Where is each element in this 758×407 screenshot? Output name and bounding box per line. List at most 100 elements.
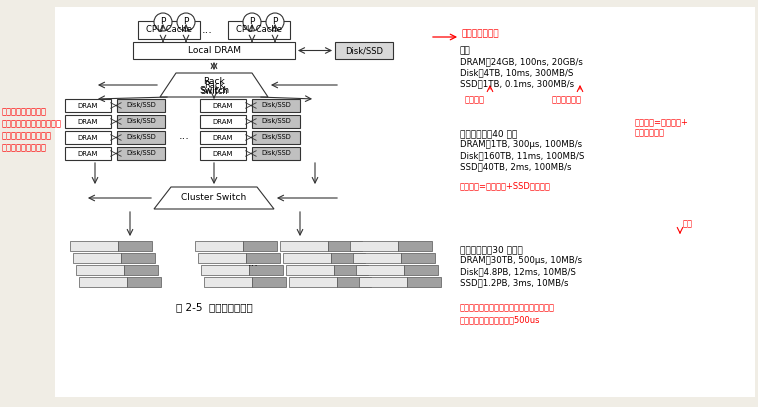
- Bar: [200, 131, 246, 144]
- Bar: [328, 241, 362, 251]
- Text: P: P: [272, 18, 277, 26]
- Bar: [289, 277, 337, 287]
- Bar: [76, 265, 124, 275]
- Text: Local DRAM: Local DRAM: [187, 46, 240, 55]
- Text: Switch: Switch: [200, 88, 228, 96]
- Bar: [201, 265, 249, 275]
- Text: Disk/SSD: Disk/SSD: [126, 103, 156, 109]
- Text: 访问延时=网络延时+SSD访问延时: 访问延时=网络延时+SSD访问延时: [460, 181, 551, 190]
- Bar: [65, 115, 111, 128]
- Text: Disk：4TB, 10ms, 300MB/S: Disk：4TB, 10ms, 300MB/S: [460, 68, 573, 77]
- Text: 带宽: 带宽: [683, 219, 693, 228]
- Bar: [398, 241, 432, 251]
- Polygon shape: [160, 73, 268, 97]
- Text: Disk/SSD: Disk/SSD: [261, 103, 291, 109]
- Text: DRAM：1TB, 300μs, 100MB/s: DRAM：1TB, 300μs, 100MB/s: [460, 140, 582, 149]
- Bar: [407, 277, 441, 287]
- Bar: [127, 277, 161, 287]
- Text: DRAM：24GB, 100ns, 20GB/s: DRAM：24GB, 100ns, 20GB/s: [460, 57, 583, 66]
- Text: 跨机架访问需要经过聚合层或核心层的交换: 跨机架访问需要经过聚合层或核心层的交换: [460, 303, 555, 312]
- Text: 同一个机架的服务器: 同一个机架的服务器: [2, 107, 47, 116]
- Bar: [65, 147, 111, 160]
- Bar: [117, 147, 165, 160]
- Bar: [353, 253, 401, 263]
- Bar: [200, 115, 246, 128]
- Text: P: P: [183, 18, 189, 26]
- Bar: [133, 42, 295, 59]
- Text: 访问延时: 访问延时: [465, 95, 485, 104]
- Text: DRAM: DRAM: [213, 151, 233, 157]
- Bar: [73, 253, 121, 263]
- Bar: [246, 253, 280, 263]
- Text: 磁盘寻道时间: 磁盘寻道时间: [635, 128, 665, 137]
- Bar: [331, 253, 365, 263]
- Text: DRAM: DRAM: [78, 103, 99, 109]
- Text: Rack: Rack: [203, 77, 225, 86]
- Text: 同一个机架（40 台）: 同一个机架（40 台）: [460, 129, 517, 138]
- Bar: [204, 277, 252, 287]
- Bar: [243, 241, 277, 251]
- Text: Disk/SSD: Disk/SSD: [126, 134, 156, 140]
- Text: 访问延时=网络延时+: 访问延时=网络延时+: [635, 117, 689, 126]
- Bar: [117, 115, 165, 128]
- Text: DRAM: DRAM: [78, 118, 99, 125]
- Text: 单机: 单机: [460, 46, 471, 55]
- Text: Disk/SSD: Disk/SSD: [126, 118, 156, 125]
- Text: Disk/SSD: Disk/SSD: [345, 46, 383, 55]
- Text: Disk：4.8PB, 12ms, 10MB/S: Disk：4.8PB, 12ms, 10MB/S: [460, 267, 576, 276]
- Bar: [252, 131, 300, 144]
- Text: DRAM: DRAM: [213, 103, 233, 109]
- Text: 接入到同一个接入交换机；: 接入到同一个接入交换机；: [2, 119, 62, 128]
- Bar: [401, 253, 435, 263]
- Text: Rack: Rack: [204, 81, 224, 90]
- Text: 不同的接入交换机；: 不同的接入交换机；: [2, 143, 47, 152]
- Circle shape: [177, 13, 195, 31]
- Bar: [356, 265, 404, 275]
- Bar: [252, 115, 300, 128]
- Text: Disk/SSD: Disk/SSD: [261, 151, 291, 157]
- Text: Switch: Switch: [199, 86, 229, 95]
- Text: DRAM: DRAM: [213, 134, 233, 140]
- Bar: [65, 99, 111, 112]
- Bar: [337, 277, 371, 287]
- Text: 访问受限带宽: 访问受限带宽: [552, 95, 582, 104]
- Bar: [65, 131, 111, 144]
- Text: 即：每台服务器: 即：每台服务器: [462, 29, 500, 39]
- Text: DRAM：30TB, 500μs, 10MB/s: DRAM：30TB, 500μs, 10MB/s: [460, 256, 582, 265]
- Bar: [252, 277, 286, 287]
- Bar: [228, 21, 290, 39]
- Text: SSD：1TB, 0.1ms, 300MB/s: SSD：1TB, 0.1ms, 300MB/s: [460, 79, 574, 88]
- Text: P: P: [249, 18, 255, 26]
- Bar: [350, 241, 398, 251]
- Circle shape: [243, 13, 261, 31]
- Bar: [280, 241, 328, 251]
- Text: 机，所以访问延时大约为500us: 机，所以访问延时大约为500us: [460, 315, 540, 324]
- Text: 不同机架服务器接入到: 不同机架服务器接入到: [2, 131, 52, 140]
- Bar: [252, 147, 300, 160]
- Text: Disk/SSD: Disk/SSD: [261, 118, 291, 125]
- Bar: [117, 99, 165, 112]
- Bar: [335, 42, 393, 59]
- Polygon shape: [154, 187, 274, 209]
- Bar: [200, 99, 246, 112]
- Text: ...: ...: [248, 258, 258, 268]
- Text: DRAM: DRAM: [78, 134, 99, 140]
- Text: 同一个集群（30 机架）: 同一个集群（30 机架）: [460, 245, 523, 254]
- Circle shape: [154, 13, 172, 31]
- Text: CPU Cache: CPU Cache: [236, 26, 282, 35]
- Bar: [198, 253, 246, 263]
- Bar: [195, 241, 243, 251]
- Bar: [404, 265, 438, 275]
- Bar: [252, 99, 300, 112]
- Bar: [249, 265, 283, 275]
- Text: P: P: [160, 18, 166, 26]
- Circle shape: [266, 13, 284, 31]
- Bar: [286, 265, 334, 275]
- Bar: [124, 265, 158, 275]
- Text: 图 2-5  存储层次结构图: 图 2-5 存储层次结构图: [176, 302, 252, 312]
- Text: CPU Cache: CPU Cache: [146, 26, 192, 35]
- Text: SSD：40TB, 2ms, 100MB/s: SSD：40TB, 2ms, 100MB/s: [460, 162, 572, 171]
- Bar: [70, 241, 118, 251]
- Bar: [79, 277, 127, 287]
- Bar: [200, 147, 246, 160]
